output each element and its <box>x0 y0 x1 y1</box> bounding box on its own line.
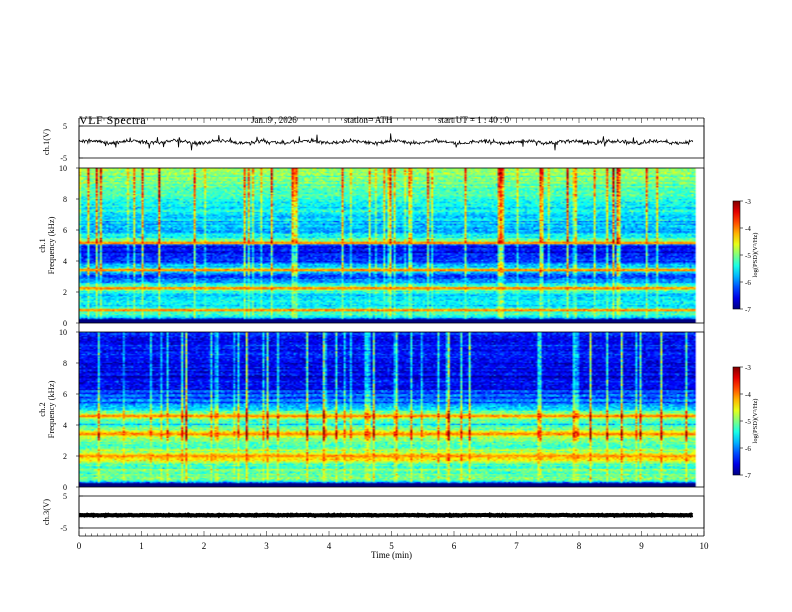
ch1-spectrogram-ytick-label: 4 <box>63 257 67 266</box>
ch2-spectrogram-colorbar-label: log(PSD)(V²/Hz) <box>752 399 759 444</box>
ch2-spectrogram-colorbar-tick-label: -3 <box>745 364 751 372</box>
x-tick-label: 4 <box>327 541 332 551</box>
date-label: Jan. 9 , 2026 <box>251 115 297 125</box>
ch1-waveform-ylabel: ch.1(V) <box>41 129 51 155</box>
x-tick-label: 9 <box>639 541 644 551</box>
ch2-spectrogram-colorbar <box>732 366 741 476</box>
ch1-spectrogram-colorbar <box>732 200 741 310</box>
ch3-waveform-ytick-label: -5 <box>60 524 67 533</box>
ch3-waveform-ylabel: ch.3(V) <box>41 499 51 525</box>
ch2-spectrogram-ytick-label: 6 <box>63 390 67 399</box>
ch1-spectrogram-colorbar-tick-label: -4 <box>745 225 751 233</box>
ch1-waveform-ytick-label: -5 <box>60 154 67 163</box>
ch3-waveform-frame <box>78 495 705 529</box>
ch1-spectrogram-ytick-label: 2 <box>63 288 67 297</box>
ch1-waveform-ytick-label: 5 <box>63 122 67 131</box>
ch2-spectrogram-ytick-label: 2 <box>63 452 67 461</box>
ch2-spectrogram-colorbar-tick-label: -4 <box>745 391 751 399</box>
ch3-waveform-trace <box>78 511 694 519</box>
ch2-spectrogram-ytick-label: 0 <box>63 483 67 492</box>
ch1-spectrogram-colorbar-label: log(PSD)(V²/Hz) <box>752 233 759 278</box>
ch1-spectrogram-colorbar-tick-label: -5 <box>745 252 751 260</box>
ch1-spectrogram-colorbar-tick-label: -3 <box>745 198 751 206</box>
ch1-spectrogram-colorbar-tick-label: -7 <box>745 306 751 314</box>
ch1-spectrogram-ytick-label: 8 <box>63 195 67 204</box>
ch1-waveform-trace <box>78 133 694 151</box>
ch1-spectrogram-ytick-label: 10 <box>59 164 67 173</box>
ch1-spectrogram-image <box>79 168 704 323</box>
ch1-spectrogram-ylabel: Frequency (kHz) <box>46 216 56 274</box>
ch2-spectrogram-ylabel-channel: ch.2 <box>37 402 47 416</box>
ch1-spectrogram-colorbar-tick-label: -6 <box>745 279 751 287</box>
ch2-spectrogram-colorbar-tick-label: -6 <box>745 445 751 453</box>
ch2-spectrogram-ylabel: Frequency (kHz) <box>46 380 56 438</box>
ch2-spectrogram-colorbar-tick-label: -5 <box>745 418 751 426</box>
ch3-waveform-ytick-label: 5 <box>63 492 67 501</box>
x-tick-label: 8 <box>577 541 582 551</box>
ch2-spectrogram-image <box>79 332 704 487</box>
ch2-spectrogram-colorbar-tick-label: -7 <box>745 472 751 480</box>
x-tick-label: 3 <box>264 541 269 551</box>
x-tick-label: 6 <box>452 541 457 551</box>
x-axis-label: Time (min) <box>371 550 412 560</box>
ch2-spectrogram-ytick-label: 8 <box>63 359 67 368</box>
x-tick-label: 0 <box>77 541 82 551</box>
figure-title: VLF Spectra <box>79 113 147 127</box>
ch2-spectrogram-ytick-label: 10 <box>59 328 67 337</box>
start-ut-label: start UT = 1 : 40 : 0 <box>438 115 510 125</box>
ch1-spectrogram-ytick-label: 6 <box>63 226 67 235</box>
x-tick-label: 7 <box>514 541 519 551</box>
station-label: station= ATH <box>344 115 393 125</box>
ch2-spectrogram-ytick-label: 4 <box>63 421 67 430</box>
x-tick-label: 10 <box>700 541 710 551</box>
x-tick-label: 2 <box>202 541 207 551</box>
ch1-spectrogram-ylabel-channel: ch.1 <box>37 238 47 252</box>
x-tick-label: 5 <box>389 541 394 551</box>
x-tick-label: 1 <box>139 541 144 551</box>
ch1-spectrogram-ytick-label: 0 <box>63 319 67 328</box>
